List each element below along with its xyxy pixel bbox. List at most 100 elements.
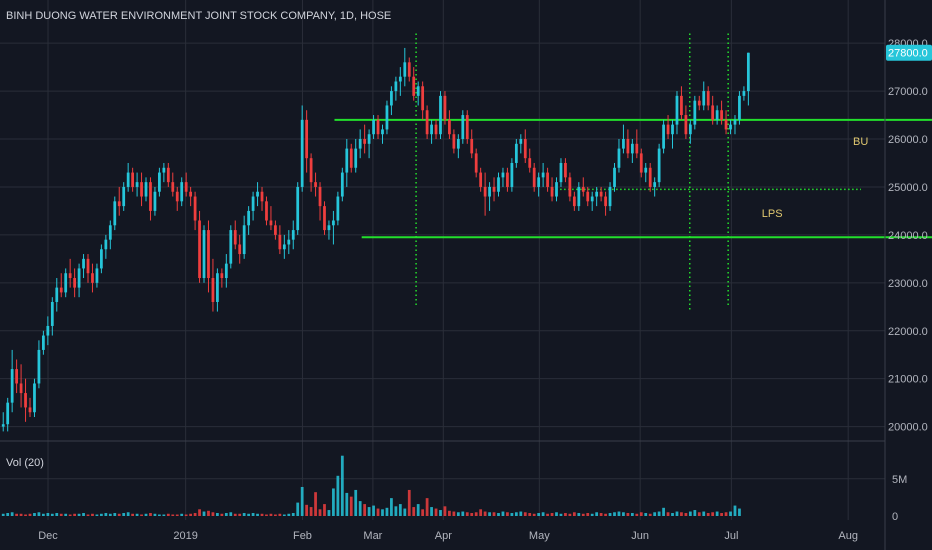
candle-body[interactable] bbox=[318, 186, 322, 207]
candle-body[interactable] bbox=[300, 119, 304, 187]
candle-body[interactable] bbox=[407, 62, 411, 77]
candles[interactable] bbox=[1, 47, 750, 432]
candle-body[interactable] bbox=[479, 172, 483, 187]
candle-body[interactable] bbox=[497, 177, 500, 192]
candle-body[interactable] bbox=[10, 369, 14, 403]
candle-body[interactable] bbox=[684, 115, 688, 135]
candle-body[interactable] bbox=[166, 167, 170, 183]
candle-body[interactable] bbox=[135, 182, 139, 187]
candle-body[interactable] bbox=[729, 124, 732, 130]
candle-body[interactable] bbox=[586, 191, 590, 202]
candle-body[interactable] bbox=[675, 95, 679, 125]
candle-body[interactable] bbox=[724, 119, 728, 130]
candle-body[interactable] bbox=[202, 230, 206, 279]
candle-body[interactable] bbox=[193, 196, 197, 221]
candle-body[interactable] bbox=[336, 196, 340, 221]
candle-body[interactable] bbox=[162, 167, 166, 173]
candle-body[interactable] bbox=[746, 52, 750, 92]
candle-body[interactable] bbox=[349, 148, 353, 168]
candle-body[interactable] bbox=[421, 86, 425, 111]
candle-body[interactable] bbox=[577, 186, 581, 207]
candle-body[interactable] bbox=[251, 196, 255, 211]
candle-body[interactable] bbox=[55, 287, 59, 302]
candle-body[interactable] bbox=[309, 158, 313, 183]
candle-body[interactable] bbox=[247, 210, 251, 226]
candle-body[interactable] bbox=[220, 273, 224, 279]
candle-body[interactable] bbox=[541, 172, 545, 178]
candle-body[interactable] bbox=[680, 95, 683, 116]
candle-body[interactable] bbox=[546, 172, 549, 187]
candle-body[interactable] bbox=[653, 182, 657, 187]
candle-body[interactable] bbox=[131, 172, 135, 187]
candle-body[interactable] bbox=[711, 105, 715, 120]
candle-body[interactable] bbox=[555, 182, 558, 197]
candle-body[interactable] bbox=[738, 95, 741, 120]
candle-body[interactable] bbox=[604, 196, 607, 207]
candle-body[interactable] bbox=[474, 153, 478, 173]
candle-body[interactable] bbox=[144, 182, 148, 197]
candle-body[interactable] bbox=[483, 186, 487, 197]
candle-body[interactable] bbox=[327, 225, 331, 231]
candle-body[interactable] bbox=[100, 249, 103, 269]
candle-body[interactable] bbox=[108, 225, 112, 240]
candle-body[interactable] bbox=[77, 268, 81, 288]
candle-body[interactable] bbox=[367, 134, 371, 144]
candle-body[interactable] bbox=[720, 110, 723, 120]
candle-body[interactable] bbox=[693, 100, 697, 125]
candle-body[interactable] bbox=[514, 143, 518, 163]
candle-body[interactable] bbox=[175, 191, 179, 202]
candle-body[interactable] bbox=[702, 91, 706, 106]
candle-body[interactable] bbox=[523, 139, 527, 159]
candle-body[interactable] bbox=[153, 191, 157, 211]
candle-body[interactable] bbox=[488, 186, 491, 197]
candle-body[interactable] bbox=[256, 191, 259, 197]
candle-body[interactable] bbox=[506, 172, 509, 187]
candle-body[interactable] bbox=[398, 76, 402, 82]
candle-body[interactable] bbox=[448, 119, 451, 135]
candle-body[interactable] bbox=[715, 110, 719, 120]
candle-body[interactable] bbox=[617, 148, 621, 168]
candle-body[interactable] bbox=[501, 172, 505, 178]
candle-body[interactable] bbox=[207, 230, 210, 279]
candle-body[interactable] bbox=[59, 287, 63, 293]
candle-body[interactable] bbox=[274, 225, 277, 235]
candle-body[interactable] bbox=[332, 220, 335, 226]
candle-body[interactable] bbox=[559, 162, 563, 183]
candle-body[interactable] bbox=[599, 191, 603, 197]
candle-body[interactable] bbox=[37, 349, 41, 384]
candle-body[interactable] bbox=[385, 105, 389, 130]
candle-body[interactable] bbox=[528, 158, 532, 168]
candle-body[interactable] bbox=[376, 119, 380, 135]
candle-body[interactable] bbox=[381, 129, 384, 135]
candle-body[interactable] bbox=[42, 335, 45, 350]
candle-body[interactable] bbox=[50, 301, 54, 326]
candle-body[interactable] bbox=[314, 182, 317, 187]
candle-body[interactable] bbox=[608, 186, 612, 207]
candle-body[interactable] bbox=[95, 268, 99, 283]
candle-body[interactable] bbox=[622, 139, 625, 149]
candle-body[interactable] bbox=[390, 91, 393, 106]
candle-body[interactable] bbox=[412, 76, 416, 96]
candle-body[interactable] bbox=[662, 124, 665, 149]
candle-body[interactable] bbox=[340, 172, 344, 197]
price-axis[interactable]: 20000.0 21000.0 22000.0 23000.0 24000.0 25000… bbox=[888, 38, 928, 433]
candle-body[interactable] bbox=[278, 234, 282, 250]
candle-body[interactable] bbox=[644, 167, 648, 173]
candle-body[interactable] bbox=[354, 148, 358, 168]
candle-body[interactable] bbox=[198, 220, 201, 279]
candle-body[interactable] bbox=[666, 124, 670, 135]
candle-body[interactable] bbox=[564, 162, 567, 178]
candle-body[interactable] bbox=[91, 273, 94, 283]
candle-body[interactable] bbox=[180, 182, 184, 202]
candle-body[interactable] bbox=[465, 115, 469, 140]
candle-body[interactable] bbox=[733, 119, 737, 125]
candle-body[interactable] bbox=[639, 153, 643, 173]
candle-body[interactable] bbox=[434, 124, 438, 135]
candle-body[interactable] bbox=[113, 201, 117, 226]
candle-body[interactable] bbox=[158, 172, 161, 192]
candle-body[interactable] bbox=[550, 186, 554, 197]
candle-body[interactable] bbox=[461, 115, 465, 140]
candle-body[interactable] bbox=[140, 182, 143, 197]
candle-body[interactable] bbox=[416, 86, 420, 96]
